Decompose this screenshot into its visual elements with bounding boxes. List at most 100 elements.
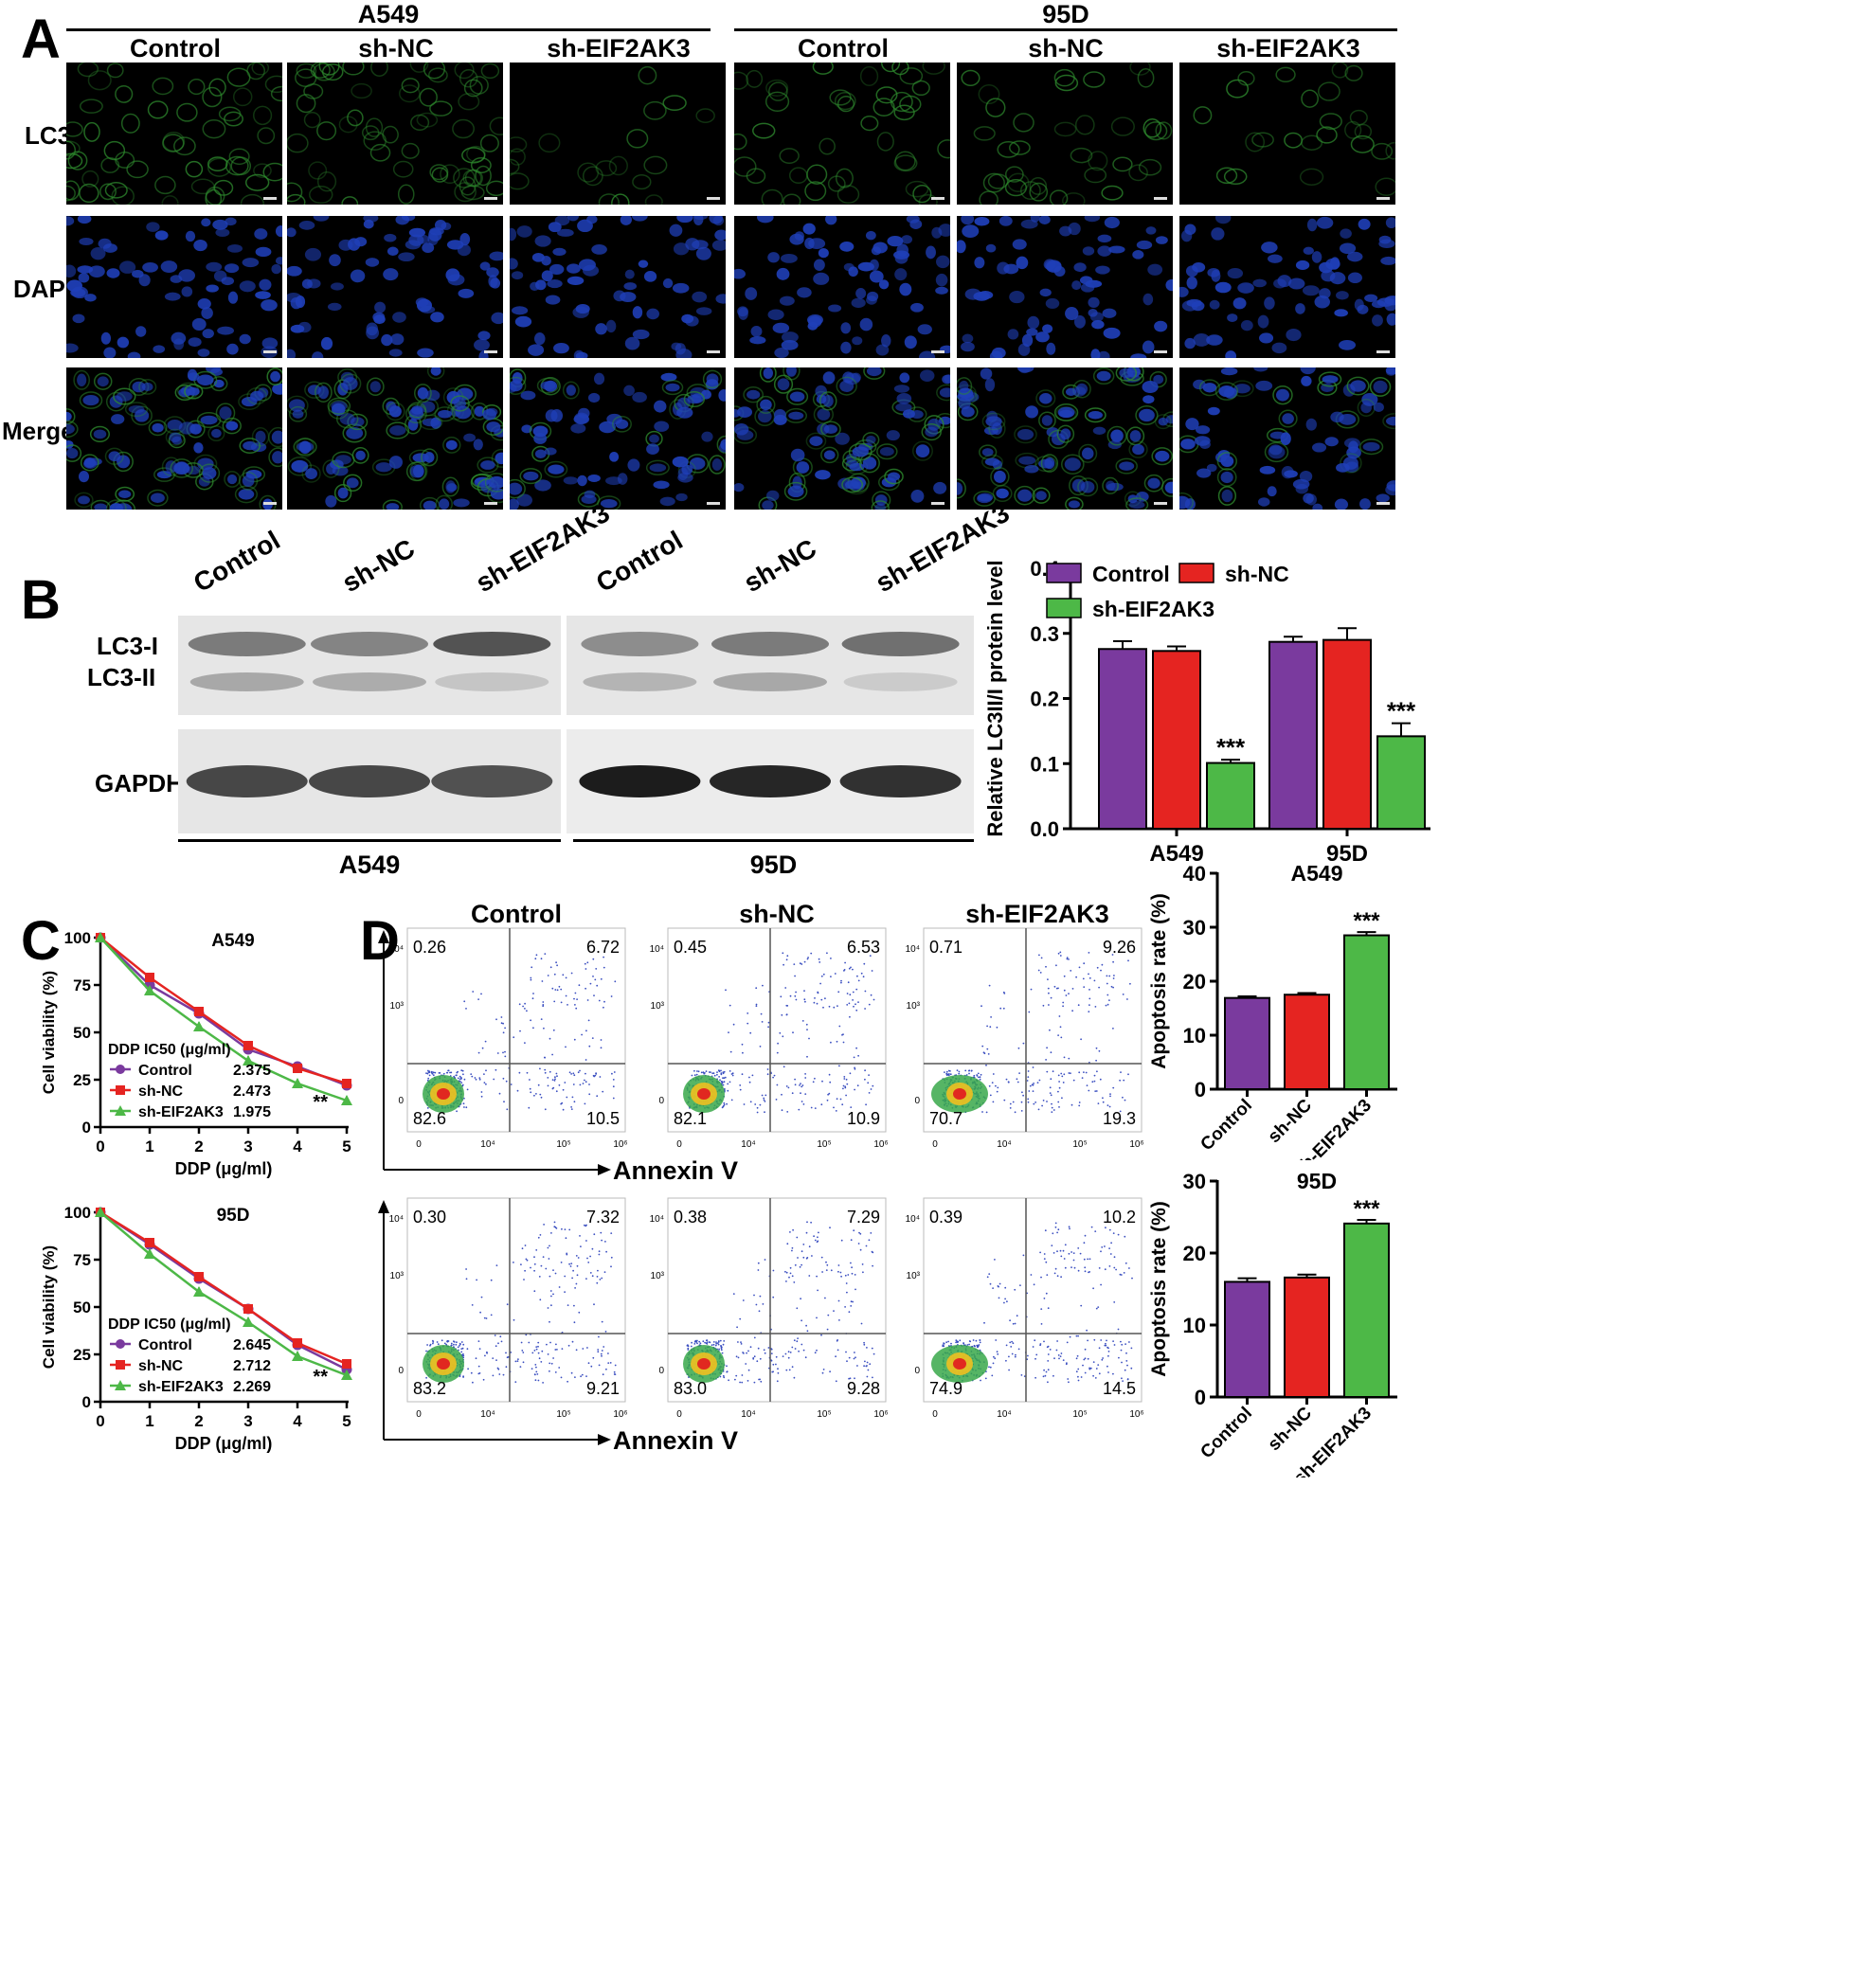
- nucleus: [201, 307, 213, 319]
- flow-event: [708, 1341, 711, 1343]
- flow-event: [1084, 1234, 1087, 1237]
- lc3-signal: [416, 112, 439, 128]
- flow-event: [1038, 1079, 1041, 1082]
- flow-event: [425, 1072, 427, 1074]
- flow-event: [1049, 1086, 1052, 1089]
- nucleus: [1192, 261, 1206, 273]
- flow-event: [564, 1291, 566, 1293]
- flow-event: [972, 1339, 975, 1341]
- x-tick-label: 10⁵: [1072, 1139, 1087, 1150]
- flow-event: [800, 1298, 801, 1300]
- flow-event: [1112, 1372, 1114, 1375]
- lc3-signal: [734, 71, 749, 90]
- flow-event: [568, 1071, 571, 1074]
- flow-event: [830, 958, 832, 959]
- lc3-signal: [734, 156, 757, 177]
- flow-event: [748, 1076, 750, 1079]
- flow-event: [1128, 1341, 1130, 1343]
- flow-event: [838, 1065, 840, 1067]
- lc3-signal: [257, 127, 276, 145]
- data-point: [145, 1238, 154, 1247]
- nucleus: [354, 237, 368, 247]
- chart-title: 95D: [1297, 1169, 1337, 1193]
- flow-event: [483, 1073, 485, 1075]
- scale-bar: [1376, 502, 1390, 505]
- nucleus: [454, 399, 467, 408]
- flow-event: [445, 1343, 447, 1346]
- nucleus: [1385, 484, 1395, 496]
- lc3-signal: [67, 151, 88, 170]
- flow-event: [840, 979, 842, 982]
- flow-event: [1088, 1271, 1089, 1274]
- flow-event: [1101, 1358, 1104, 1361]
- lc3-signal: [905, 180, 929, 198]
- flow-event: [995, 1339, 998, 1341]
- flow-event: [533, 1256, 535, 1259]
- nucleus: [1097, 234, 1112, 243]
- lc3-signal: [176, 102, 198, 122]
- nucleus: [578, 407, 590, 419]
- flow-event: [985, 1111, 988, 1114]
- flow-event: [1130, 1367, 1133, 1370]
- nucleus: [1364, 294, 1378, 302]
- lc3-signal: [343, 474, 363, 493]
- nucleus: [374, 301, 387, 313]
- flow-event: [459, 1075, 461, 1078]
- lc3-signal: [1004, 166, 1024, 183]
- flow-event: [843, 1078, 846, 1080]
- flow-event: [560, 1001, 563, 1004]
- flow-event: [1049, 1029, 1051, 1031]
- flow-event: [549, 1362, 551, 1365]
- flow-event: [530, 1091, 532, 1094]
- flow-event: [579, 1235, 581, 1237]
- flow-event: [869, 955, 872, 957]
- band-lc3-ii: [435, 672, 549, 691]
- flow-event: [471, 1075, 474, 1078]
- flow-event: [965, 1074, 968, 1076]
- flow-event: [1062, 1249, 1065, 1252]
- nucleus: [325, 494, 337, 508]
- flow-event: [1060, 1276, 1062, 1279]
- flow-event: [1041, 1104, 1043, 1107]
- nucleus: [77, 265, 94, 274]
- flow-event: [826, 1328, 829, 1331]
- flow-event: [1122, 1096, 1124, 1099]
- flow-event: [729, 1050, 732, 1053]
- nucleus: [926, 245, 936, 260]
- flow-event: [565, 976, 567, 979]
- nucleus: [187, 368, 198, 381]
- nucleus: [1324, 437, 1339, 447]
- nucleus: [1284, 470, 1298, 478]
- nucleus: [331, 401, 348, 412]
- nucleus: [1301, 375, 1312, 386]
- nucleus: [1384, 296, 1395, 306]
- flow-event: [824, 1297, 826, 1299]
- lc3-signal: [992, 484, 1013, 503]
- flow-event: [1051, 1106, 1053, 1109]
- y-tick-label: 100: [64, 929, 91, 947]
- flow-event: [764, 1352, 766, 1354]
- flow-event: [863, 1365, 865, 1368]
- flow-event: [749, 1101, 752, 1103]
- flow-event: [1088, 952, 1090, 954]
- nucleus: [888, 472, 901, 481]
- flow-event: [848, 1356, 851, 1359]
- lc3-signal: [419, 87, 438, 107]
- flow-event: [521, 1350, 524, 1352]
- nucleus: [1095, 265, 1110, 275]
- micrograph-merge: [66, 367, 282, 510]
- flow-event: [456, 1074, 458, 1077]
- flow-event: [1059, 1026, 1062, 1029]
- flow-event: [868, 1074, 870, 1076]
- scale-bar: [263, 197, 277, 200]
- flow-event: [741, 1043, 744, 1046]
- lc3-signal: [805, 432, 827, 450]
- nucleus: [689, 457, 706, 470]
- flow-event: [465, 1268, 467, 1270]
- nucleus: [1350, 380, 1366, 392]
- nucleus: [533, 433, 548, 444]
- flow-event: [1072, 1259, 1075, 1262]
- quadrant-value: 74.9: [929, 1379, 962, 1398]
- flow-event: [1037, 969, 1040, 972]
